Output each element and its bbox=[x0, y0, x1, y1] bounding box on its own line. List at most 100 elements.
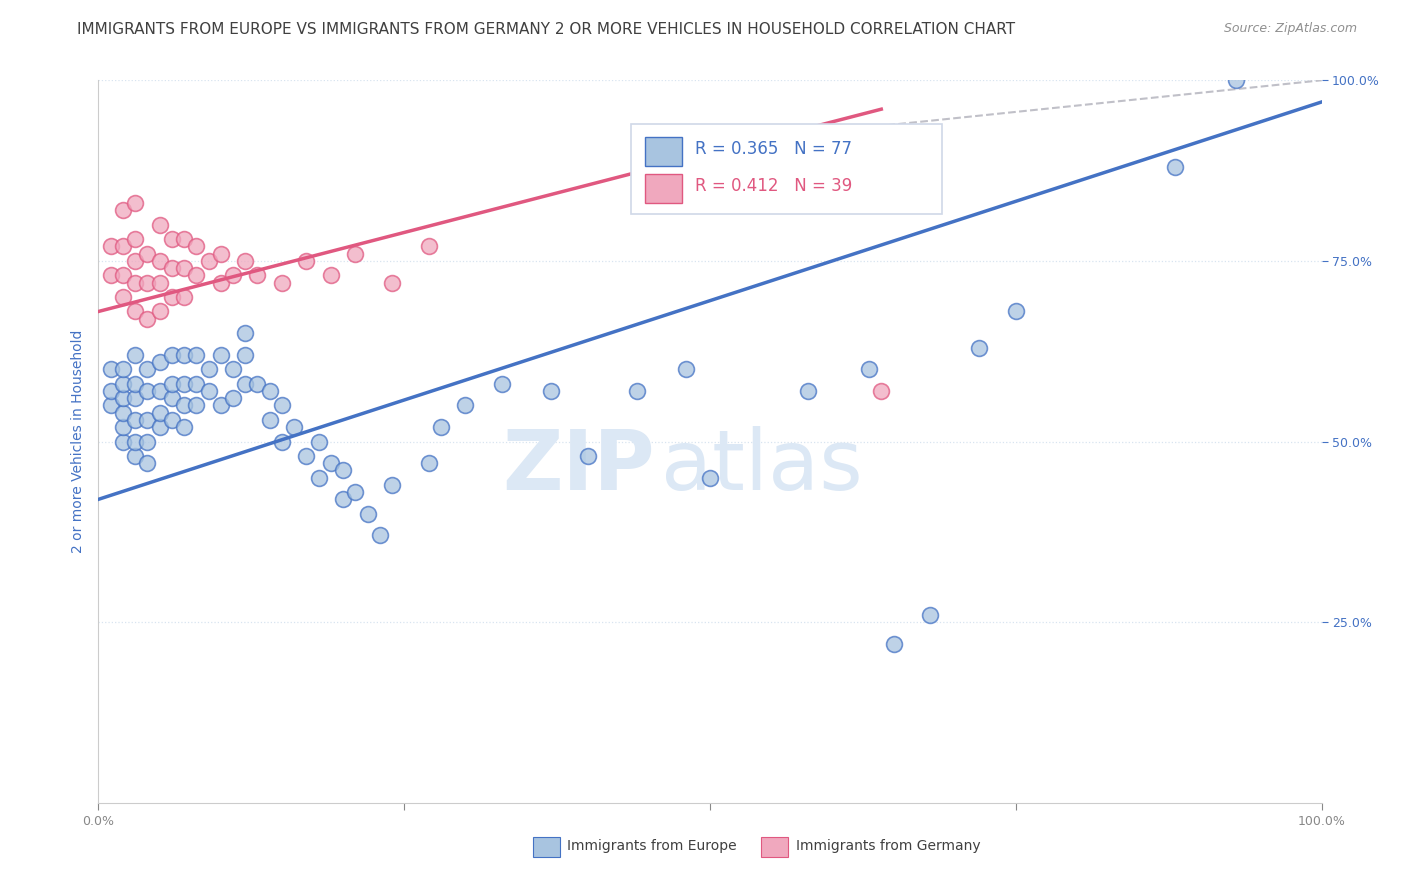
Point bbox=[124, 449, 146, 463]
Point bbox=[124, 376, 146, 391]
Point bbox=[233, 376, 256, 391]
Point bbox=[124, 253, 146, 268]
Point bbox=[160, 348, 183, 362]
Point bbox=[1225, 73, 1247, 87]
Point bbox=[222, 391, 245, 405]
Text: ZIP: ZIP bbox=[502, 426, 655, 508]
FancyBboxPatch shape bbox=[533, 837, 560, 857]
Point bbox=[160, 376, 183, 391]
Point bbox=[173, 348, 195, 362]
Point bbox=[186, 398, 208, 412]
Point bbox=[576, 449, 599, 463]
Point bbox=[100, 268, 122, 283]
Point bbox=[111, 239, 134, 253]
Point bbox=[136, 413, 159, 427]
Point bbox=[173, 420, 195, 434]
Text: Immigrants from Europe: Immigrants from Europe bbox=[567, 839, 737, 853]
Point bbox=[186, 376, 208, 391]
Point bbox=[160, 391, 183, 405]
Point bbox=[136, 362, 159, 376]
Point bbox=[270, 276, 294, 290]
Point bbox=[149, 218, 172, 232]
Point bbox=[319, 268, 342, 283]
Point bbox=[1004, 304, 1026, 318]
Point bbox=[149, 355, 172, 369]
Point bbox=[149, 420, 172, 434]
Point bbox=[136, 456, 159, 470]
Point bbox=[111, 362, 134, 376]
Point bbox=[233, 348, 256, 362]
Point bbox=[920, 607, 942, 622]
Point bbox=[418, 239, 440, 253]
Point bbox=[209, 348, 232, 362]
Point bbox=[173, 398, 195, 412]
Text: IMMIGRANTS FROM EUROPE VS IMMIGRANTS FROM GERMANY 2 OR MORE VEHICLES IN HOUSEHOL: IMMIGRANTS FROM EUROPE VS IMMIGRANTS FRO… bbox=[77, 22, 1015, 37]
Point bbox=[160, 261, 183, 276]
Point bbox=[344, 485, 367, 500]
Point bbox=[149, 276, 172, 290]
Text: atlas: atlas bbox=[661, 426, 863, 508]
Point bbox=[124, 304, 146, 318]
Point bbox=[246, 376, 269, 391]
Y-axis label: 2 or more Vehicles in Household: 2 or more Vehicles in Household bbox=[72, 330, 86, 553]
Point bbox=[222, 268, 245, 283]
Point bbox=[270, 398, 294, 412]
Point bbox=[149, 253, 172, 268]
Point bbox=[173, 290, 195, 304]
Point bbox=[308, 470, 330, 484]
Point bbox=[233, 253, 256, 268]
Point bbox=[111, 203, 134, 218]
Point bbox=[332, 492, 354, 507]
Point bbox=[259, 413, 281, 427]
Point bbox=[111, 420, 134, 434]
Point bbox=[295, 253, 318, 268]
Point bbox=[124, 276, 146, 290]
Point bbox=[209, 398, 232, 412]
Point bbox=[381, 478, 404, 492]
Point bbox=[197, 253, 219, 268]
Point bbox=[149, 406, 172, 420]
Point bbox=[332, 463, 354, 477]
Point bbox=[111, 268, 134, 283]
Point bbox=[197, 384, 219, 398]
Point bbox=[491, 376, 513, 391]
Point bbox=[111, 290, 134, 304]
Point bbox=[259, 384, 281, 398]
Point bbox=[111, 434, 134, 449]
Point bbox=[124, 413, 146, 427]
Point bbox=[430, 420, 453, 434]
Point bbox=[540, 384, 562, 398]
Point bbox=[186, 348, 208, 362]
Point bbox=[233, 326, 256, 340]
Point bbox=[100, 362, 122, 376]
Point bbox=[858, 362, 880, 376]
Point bbox=[1164, 160, 1187, 174]
Point bbox=[246, 268, 269, 283]
Point bbox=[100, 398, 122, 412]
FancyBboxPatch shape bbox=[645, 174, 682, 203]
Point bbox=[160, 413, 183, 427]
Point bbox=[100, 239, 122, 253]
Point bbox=[381, 276, 404, 290]
Point bbox=[209, 276, 232, 290]
Point bbox=[356, 507, 378, 521]
Point bbox=[454, 398, 477, 412]
Point bbox=[136, 311, 159, 326]
Text: Immigrants from Germany: Immigrants from Germany bbox=[796, 839, 980, 853]
Point bbox=[124, 391, 146, 405]
Point bbox=[173, 376, 195, 391]
Point bbox=[136, 246, 159, 260]
Point bbox=[136, 276, 159, 290]
Point bbox=[173, 261, 195, 276]
FancyBboxPatch shape bbox=[762, 837, 789, 857]
Point bbox=[270, 434, 294, 449]
Point bbox=[222, 362, 245, 376]
Point bbox=[186, 268, 208, 283]
Point bbox=[344, 246, 367, 260]
FancyBboxPatch shape bbox=[630, 124, 942, 214]
Point bbox=[883, 637, 905, 651]
Point bbox=[186, 239, 208, 253]
Point bbox=[160, 290, 183, 304]
Point bbox=[124, 196, 146, 211]
Point bbox=[967, 341, 990, 355]
